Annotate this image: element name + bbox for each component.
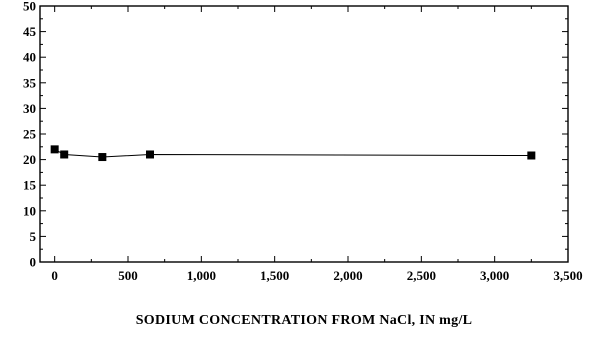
x-tick-label: 500 bbox=[118, 268, 138, 283]
x-tick-label: 2,500 bbox=[407, 268, 436, 283]
data-point-marker bbox=[98, 153, 107, 162]
x-tick-label: 2,000 bbox=[333, 268, 362, 283]
y-tick-label: 35 bbox=[23, 75, 37, 90]
y-tick-label: 50 bbox=[23, 0, 36, 14]
series-layer bbox=[50, 145, 536, 162]
x-tick-label: 0 bbox=[51, 268, 58, 283]
y-tick-label: 45 bbox=[23, 24, 37, 39]
y-tick-label: 5 bbox=[30, 229, 37, 244]
x-tick-label: 1,500 bbox=[260, 268, 289, 283]
plot-frame bbox=[39, 5, 569, 263]
y-tick-label: 25 bbox=[23, 127, 37, 142]
data-point-marker bbox=[50, 145, 59, 154]
x-tick-label: 3,500 bbox=[553, 268, 582, 283]
y-tick-label: 0 bbox=[30, 255, 37, 270]
x-tick-label: 3,000 bbox=[480, 268, 509, 283]
y-tick-label: 10 bbox=[23, 203, 36, 218]
y-tick-label: 15 bbox=[23, 178, 37, 193]
y-tick-label: 20 bbox=[23, 152, 36, 167]
series-line bbox=[54, 148, 532, 158]
y-tick-label: 40 bbox=[23, 50, 36, 65]
x-tick-label: 1,000 bbox=[187, 268, 216, 283]
data-point-marker bbox=[60, 150, 69, 159]
data-point-marker bbox=[527, 151, 536, 160]
y-tick-label: 30 bbox=[23, 101, 36, 116]
data-point-marker bbox=[146, 150, 154, 159]
x-axis-title: SODIUM CONCENTRATION FROM NaCl, IN mg/L bbox=[136, 313, 473, 328]
